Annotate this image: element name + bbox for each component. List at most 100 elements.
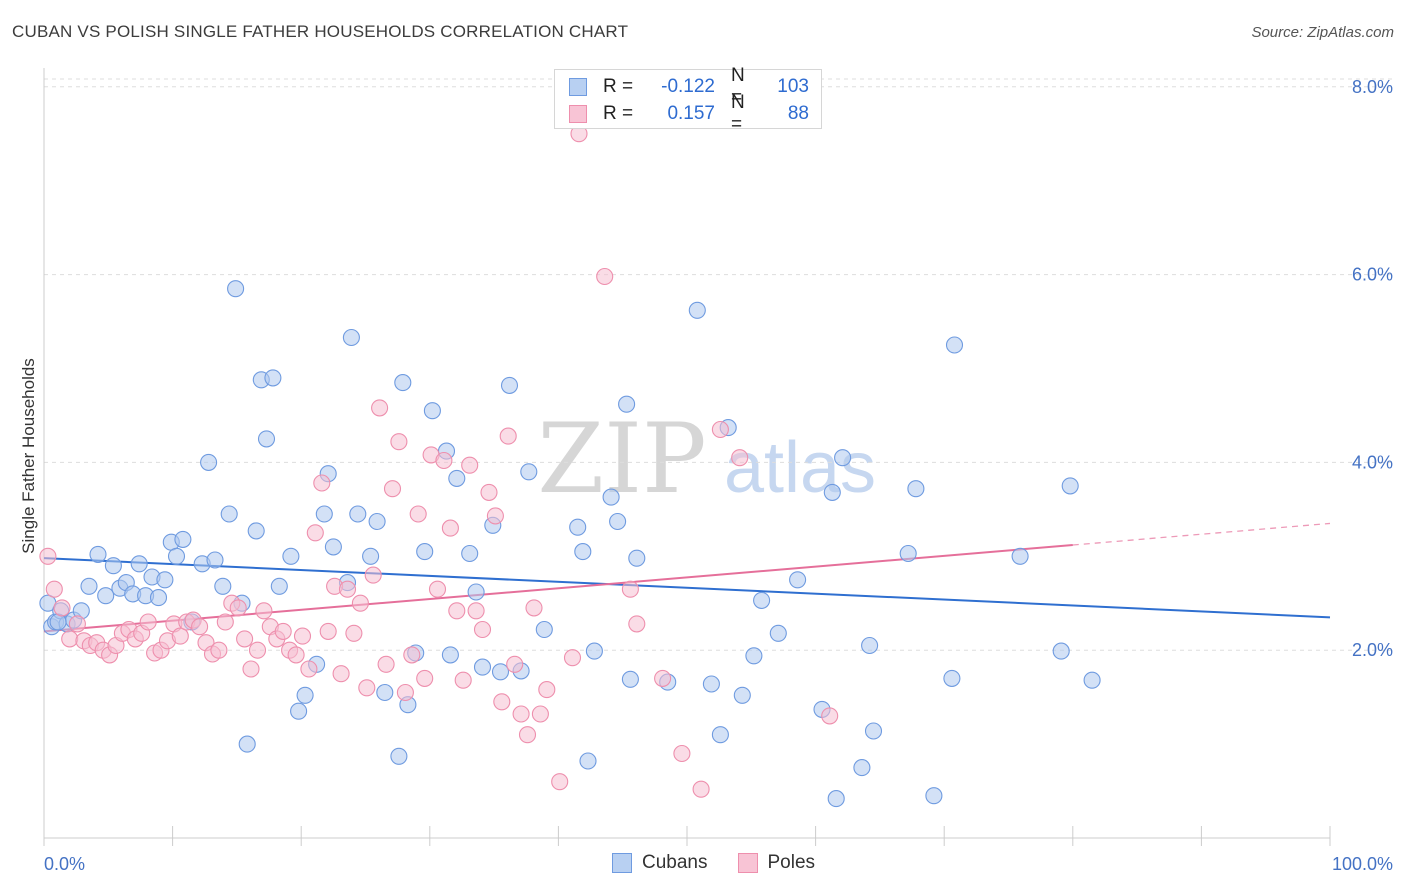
cuban-point <box>702 675 720 693</box>
cuban-point <box>618 395 636 413</box>
polish-point <box>506 655 524 673</box>
cuban-point <box>834 449 852 467</box>
chart-title: CUBAN VS POLISH SINGLE FATHER HOUSEHOLDS… <box>12 22 629 41</box>
y-tick-label: 2.0% <box>1352 640 1393 660</box>
series-legend: Cubans Poles <box>612 852 845 874</box>
polish-point <box>319 622 337 640</box>
cuban-point <box>500 376 519 394</box>
polish-point <box>255 602 273 620</box>
cuban-point <box>342 328 360 347</box>
cuban-point <box>174 530 192 548</box>
cubans-legend-label: Cubans <box>642 852 708 873</box>
cuban-point <box>711 726 729 744</box>
poles-trend-line <box>43 544 1073 633</box>
cuban-point <box>579 752 597 770</box>
cuban-point <box>104 557 122 575</box>
cuban-point <box>448 469 466 487</box>
polish-point <box>242 660 260 678</box>
cuban-point <box>362 547 380 565</box>
source-credit[interactable]: Source: ZipAtlas.com <box>1251 24 1394 41</box>
polish-point <box>467 602 485 620</box>
cuban-point <box>602 488 620 506</box>
polish-point <box>531 705 549 723</box>
watermark-atlas: atlas <box>724 428 876 508</box>
r-label: R = <box>603 76 634 97</box>
cuban-point <box>214 577 232 595</box>
x-tick-label-max: 100.0% <box>1332 854 1393 874</box>
cuban-point <box>827 790 845 808</box>
poles-r-value: 0.157 <box>667 103 715 124</box>
cuban-point <box>688 301 706 319</box>
poles-n-value: 88 <box>787 103 809 124</box>
cuban-point <box>206 551 224 569</box>
polish-point <box>673 744 691 763</box>
polish-point <box>293 627 312 645</box>
r-label: R = <box>603 103 634 124</box>
poles-swatch <box>569 105 587 123</box>
polish-point <box>428 580 447 598</box>
legend-row-poles: R = 0.157 N = 88 <box>569 92 809 135</box>
cuban-point <box>349 505 367 523</box>
cuban-point <box>1061 477 1079 495</box>
polish-point <box>621 580 639 598</box>
cuban-point <box>569 518 587 536</box>
cuban-point <box>89 545 107 563</box>
cuban-point <box>149 589 168 607</box>
cuban-point <box>264 369 282 387</box>
polish-point <box>499 427 517 445</box>
polish-point <box>711 420 729 439</box>
cuban-point <box>907 480 925 498</box>
polish-point <box>332 665 350 683</box>
polish-point <box>486 507 504 525</box>
cuban-point <box>390 747 408 765</box>
n-label: N = <box>731 65 745 108</box>
polish-point <box>371 399 389 417</box>
x-tick-label-min: 0.0% <box>44 854 85 874</box>
cubans-swatch <box>569 78 587 96</box>
tick-labels: 2.0% 4.0% 6.0% 8.0% 0.0% 100.0% Single Father … <box>19 77 1393 874</box>
trend-lines <box>43 522 1331 633</box>
polish-point <box>435 451 453 470</box>
polish-point <box>518 726 537 744</box>
polish-point <box>512 705 530 723</box>
polish-point <box>377 655 395 673</box>
legend-item-poles[interactable]: Poles <box>737 852 815 874</box>
poles-trend-extension <box>1072 522 1331 546</box>
cuban-point <box>609 512 627 531</box>
cuban-point <box>1083 671 1101 689</box>
polish-point <box>551 773 569 791</box>
polish-point <box>358 679 376 697</box>
polish-point <box>448 602 466 620</box>
cubans-n-value: 103 <box>777 76 809 97</box>
polish-point <box>654 669 672 687</box>
cuban-point <box>238 735 256 753</box>
cuban-point <box>1011 547 1029 565</box>
cuban-point <box>899 544 917 563</box>
cuban-point <box>861 636 879 655</box>
cuban-point <box>461 544 479 563</box>
polish-point <box>473 620 492 639</box>
cuban-point <box>823 483 841 501</box>
polish-point <box>692 780 710 798</box>
cuban-point <box>130 555 148 573</box>
polish-point <box>45 580 63 598</box>
cuban-point <box>416 543 434 561</box>
cubans-trend-line <box>43 557 1331 619</box>
cubans-r-value: -0.122 <box>661 76 715 97</box>
cuban-point <box>1052 642 1070 660</box>
polish-point <box>300 660 318 678</box>
cuban-point <box>945 336 964 354</box>
polish-point <box>396 683 414 702</box>
cuban-point <box>535 620 553 639</box>
cuban-point <box>156 571 174 589</box>
polish-point <box>403 646 421 664</box>
legend-item-cubans[interactable]: Cubans <box>612 852 708 874</box>
stats-legend: R = -0.122 N = 103 R = 0.157 N = 88 <box>554 65 822 135</box>
cuban-point <box>220 505 238 523</box>
polish-point <box>416 669 434 687</box>
cuban-point <box>167 547 186 565</box>
cuban-point <box>200 453 218 471</box>
polish-point <box>236 630 254 648</box>
cuban-point <box>853 759 871 777</box>
